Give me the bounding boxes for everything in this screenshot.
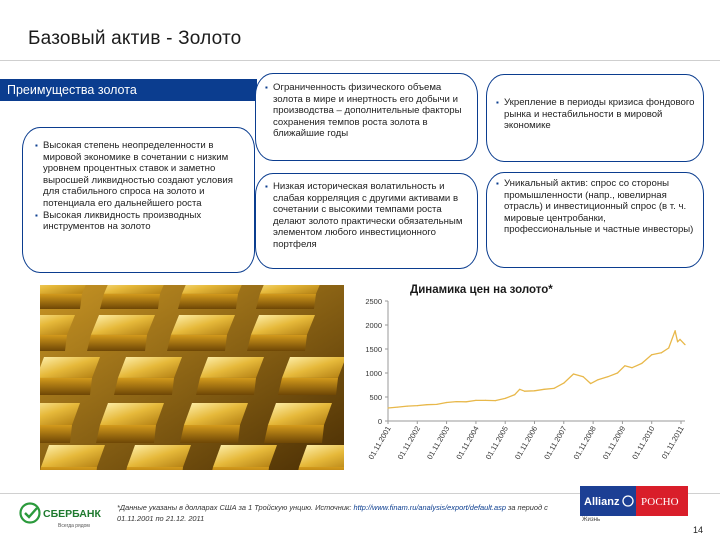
footnote-text: *Данные указаны в долларах США за 1 Трой… [117,503,354,512]
y-tick-label: 0 [378,417,382,426]
y-tick-label: 1500 [365,345,382,354]
bullet-item: Ограниченность физического объема золота… [265,82,469,140]
bubble-uncertainty: Высокая степень неопределенности в миров… [22,127,255,273]
data-point [679,338,681,340]
data-point [416,405,418,407]
series-line-gold [387,330,686,409]
data-point [504,397,506,400]
allianz-rosno-logo: Allianz РОСНО [580,486,688,516]
data-point [572,373,575,375]
title-divider [0,60,720,61]
y-tick-label: 2500 [365,297,382,306]
data-point [563,382,565,384]
data-point [590,382,592,385]
gold-price-chart: 0 500 1000 1500 2000 2500 01.11.2001 01.11.2002… [348,294,693,480]
footer-divider [0,493,720,494]
data-point [677,341,679,343]
data-point [475,399,477,401]
bullet-item: Укрепление в периоды кризиса фондового р… [496,97,695,132]
x-tick-label: 01.11.2007 [542,425,568,462]
data-point [533,390,536,392]
x-tick-label: 01.11.2005 [484,425,510,462]
y-tick-label: 1000 [365,369,382,378]
data-point [494,400,496,402]
x-tick-label: 01.11.2003 [425,425,451,462]
data-point [406,405,409,407]
bubble-low-volatility: Низкая историческая волатильность и слаб… [255,173,478,269]
allianz-name: Allianz [584,496,620,508]
footnote: *Данные указаны в долларах США за 1 Трой… [117,502,557,524]
x-tick-label: 01.11.2011 [660,425,686,461]
data-point [651,354,653,356]
data-point [660,352,662,354]
x-tick-label: 01.11.2002 [396,425,422,462]
data-point [519,388,521,390]
allianz-subtitle: Жизнь [582,517,601,523]
bullet-item: Уникальный актив: спрос со стороны промы… [496,178,695,236]
data-point [436,403,438,406]
sberbank-name: СБЕРБАНК [43,508,101,520]
bullet-item: Высокая ликвидность производных инструме… [35,210,246,233]
x-tick-label: 01.11.2006 [513,425,539,462]
bullet-item: Низкая историческая волатильность и слаб… [265,181,469,251]
footnote-period: за период с 01.11.2001 по 21.12. 2011 [117,503,548,523]
data-point [607,376,609,378]
data-point [616,372,619,374]
bullet-item: Высокая степень неопределенности в миров… [35,140,246,210]
slide-title: Базовый актив - Золото [28,28,242,49]
data-point [543,388,545,390]
advantages-header: Преимущества золота [0,79,257,101]
data-point [465,401,467,403]
data-point [641,362,643,364]
data-point [514,394,516,396]
data-point [387,407,389,409]
data-point [445,401,448,404]
data-point [524,390,526,392]
data-point [684,344,686,346]
data-point [426,404,428,406]
x-tick-label: 01.11.2004 [454,425,480,462]
source-link[interactable]: http://www.finam.ru/analysis/export/defa… [353,503,506,512]
sberbank-logo: СБЕРБАНК Всегда рядом [18,500,110,530]
page-number: 14 [693,525,704,535]
data-point [668,347,670,349]
data-point [597,379,599,381]
data-point [631,367,633,369]
data-point [674,330,676,332]
data-point [455,400,457,403]
bubble-unique-asset: Уникальный актив: спрос со стороны промы… [486,172,704,268]
y-tick-label: 2000 [365,321,382,330]
x-tick-label: 01.11.2010 [630,425,656,462]
data-point [397,406,399,408]
chart-title: Динамика цен на золото* [410,284,553,296]
bubble-limited-volume: Ограниченность физического объема золота… [255,73,478,161]
data-point [582,376,584,378]
data-point [484,399,487,401]
gold-bars-image [40,285,344,470]
data-point [553,387,555,389]
bubble-crisis-strength: Укрепление в периоды кризиса фондового р… [486,74,704,162]
y-tick-label: 500 [369,393,382,402]
rosno-name: РОСНО [641,496,679,508]
data-point [624,365,626,367]
x-tick-label: 01.11.2009 [601,425,627,462]
sberbank-slogan: Всегда рядом [58,523,90,529]
x-tick-label: 01.11.2008 [572,425,598,462]
x-tick-label: 01.11.2001 [366,425,392,462]
